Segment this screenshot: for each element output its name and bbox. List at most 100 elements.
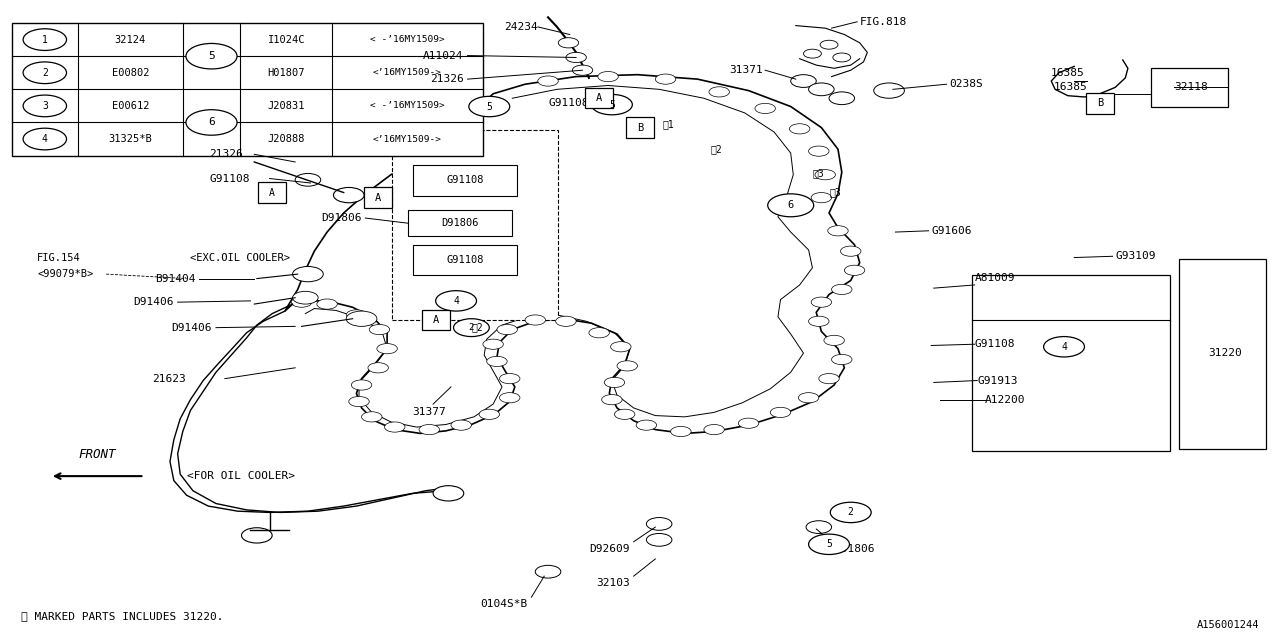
Circle shape: [23, 128, 67, 150]
Circle shape: [499, 393, 520, 403]
Text: ※3: ※3: [813, 168, 824, 179]
Circle shape: [709, 87, 730, 97]
Text: 21326: 21326: [430, 74, 463, 84]
Circle shape: [815, 170, 836, 180]
Text: D91406: D91406: [172, 323, 212, 333]
Text: A156001244: A156001244: [1197, 620, 1260, 630]
Circle shape: [636, 420, 657, 430]
Circle shape: [348, 396, 369, 406]
Circle shape: [293, 291, 319, 304]
Text: A11024: A11024: [424, 51, 463, 61]
Text: B91404: B91404: [155, 273, 196, 284]
Circle shape: [819, 374, 840, 384]
Circle shape: [483, 339, 503, 349]
Circle shape: [351, 380, 371, 390]
Text: 32118: 32118: [1174, 83, 1207, 92]
Text: 0104S*B: 0104S*B: [480, 599, 527, 609]
Circle shape: [292, 297, 312, 307]
Text: D92609: D92609: [589, 544, 630, 554]
Text: I1024C: I1024C: [268, 35, 305, 45]
Text: FIG.154: FIG.154: [37, 253, 81, 262]
Text: 31371: 31371: [728, 65, 763, 76]
Circle shape: [755, 103, 776, 113]
Circle shape: [611, 342, 631, 352]
Text: 0238S: 0238S: [948, 79, 983, 89]
Bar: [1085, 93, 1114, 113]
Circle shape: [479, 409, 499, 419]
Text: 6: 6: [209, 118, 215, 127]
Circle shape: [809, 83, 835, 96]
Circle shape: [566, 52, 586, 63]
Bar: [972, 275, 1170, 451]
Text: 31325*B: 31325*B: [109, 134, 152, 144]
Text: B: B: [637, 122, 643, 132]
Text: G91913: G91913: [977, 376, 1018, 385]
Circle shape: [186, 44, 237, 69]
Text: 21326: 21326: [210, 149, 243, 159]
Circle shape: [556, 316, 576, 326]
Circle shape: [591, 95, 632, 115]
Circle shape: [655, 74, 676, 84]
Circle shape: [293, 266, 324, 282]
Bar: [364, 188, 392, 208]
Circle shape: [589, 328, 609, 338]
Text: E00612: E00612: [111, 101, 150, 111]
Text: D91806: D91806: [835, 544, 874, 554]
Circle shape: [646, 534, 672, 546]
Circle shape: [646, 518, 672, 531]
Text: 3: 3: [42, 101, 47, 111]
Circle shape: [831, 502, 872, 523]
Circle shape: [451, 420, 471, 430]
Circle shape: [841, 246, 861, 256]
Circle shape: [598, 72, 618, 82]
Circle shape: [791, 75, 817, 88]
Text: 2: 2: [847, 508, 854, 518]
Circle shape: [799, 393, 819, 403]
Text: A12200: A12200: [984, 395, 1025, 404]
Text: FRONT: FRONT: [78, 449, 116, 461]
Text: ※1: ※1: [663, 119, 675, 129]
Circle shape: [317, 299, 338, 309]
Text: 4: 4: [1061, 342, 1068, 352]
Bar: [392, 130, 558, 320]
Circle shape: [558, 38, 579, 48]
Text: 2: 2: [468, 323, 474, 332]
Text: G91606: G91606: [932, 226, 972, 236]
Text: 31220: 31220: [1208, 348, 1242, 358]
Text: 31377: 31377: [412, 406, 447, 417]
Circle shape: [433, 486, 463, 501]
Circle shape: [768, 194, 814, 217]
Text: A81009: A81009: [974, 273, 1015, 283]
Circle shape: [829, 92, 855, 104]
Text: 2: 2: [42, 68, 47, 77]
Circle shape: [828, 226, 849, 236]
Circle shape: [704, 424, 724, 435]
Text: G91108: G91108: [447, 175, 484, 186]
Circle shape: [809, 534, 850, 554]
Text: ※2: ※2: [467, 323, 479, 333]
Bar: [259, 182, 287, 203]
Bar: [12, 23, 483, 156]
Text: 32124: 32124: [115, 35, 146, 45]
Circle shape: [346, 311, 376, 326]
Circle shape: [790, 124, 810, 134]
Circle shape: [809, 316, 829, 326]
Text: B: B: [1097, 99, 1103, 108]
Circle shape: [369, 324, 389, 335]
Text: J20831: J20831: [268, 101, 305, 111]
Circle shape: [486, 356, 507, 367]
Text: <’16MY1509->: <’16MY1509->: [372, 134, 442, 143]
Circle shape: [435, 291, 476, 311]
Circle shape: [23, 62, 67, 84]
Circle shape: [23, 95, 67, 116]
Circle shape: [497, 324, 517, 335]
Text: 5: 5: [826, 540, 832, 549]
Text: FIG.818: FIG.818: [860, 17, 908, 27]
Text: A: A: [375, 193, 381, 203]
Text: G91108: G91108: [447, 255, 484, 265]
Text: G93109: G93109: [1115, 252, 1156, 261]
Circle shape: [812, 297, 832, 307]
Text: 6: 6: [787, 200, 794, 211]
Text: <FOR OIL COOLER>: <FOR OIL COOLER>: [187, 471, 294, 481]
Circle shape: [186, 109, 237, 135]
